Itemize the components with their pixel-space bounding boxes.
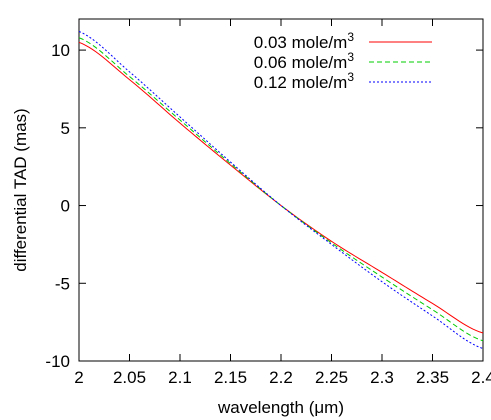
- x-axis-title: wavelength (μm): [217, 398, 344, 417]
- y-tick-label-0: -10: [45, 352, 70, 371]
- x-tick-label-4: 2.2: [269, 368, 293, 387]
- legend-label-0: 0.03 mole/m3: [254, 30, 355, 52]
- legend-label-2: 0.12 mole/m3: [254, 70, 355, 92]
- y-tick-label-1: -5: [55, 274, 70, 293]
- series-lines: [78, 30, 484, 350]
- legend: 0.03 mole/m30.06 mole/m30.12 mole/m3: [254, 30, 432, 92]
- tick-labels: 2 2.05 2.1 2.15 2.2 2.25 2.3 2.35 2.4 -10 -5 0 5 10: [45, 41, 491, 387]
- x-tick-label-1: 2.05: [113, 368, 146, 387]
- series-line-1: [78, 37, 484, 342]
- series-line-0: [78, 41, 484, 334]
- x-tick-label-3: 2.15: [214, 368, 247, 387]
- x-tick-label-8: 2.4: [471, 368, 491, 387]
- x-tick-label-6: 2.3: [370, 368, 394, 387]
- y-tick-label-2: 0: [61, 197, 70, 216]
- y-axis-title: differential TAD (mas): [11, 108, 30, 271]
- legend-label-1: 0.06 mole/m3: [254, 50, 355, 72]
- x-tick-label-5: 2.25: [315, 368, 348, 387]
- y-tick-label-4: 10: [51, 41, 70, 60]
- x-tick-label-7: 2.35: [416, 368, 449, 387]
- y-tick-label-3: 5: [61, 119, 70, 138]
- x-tick-label-0: 2: [74, 368, 83, 387]
- tick-marks: [78, 19, 484, 362]
- x-tick-label-2: 2.1: [168, 368, 192, 387]
